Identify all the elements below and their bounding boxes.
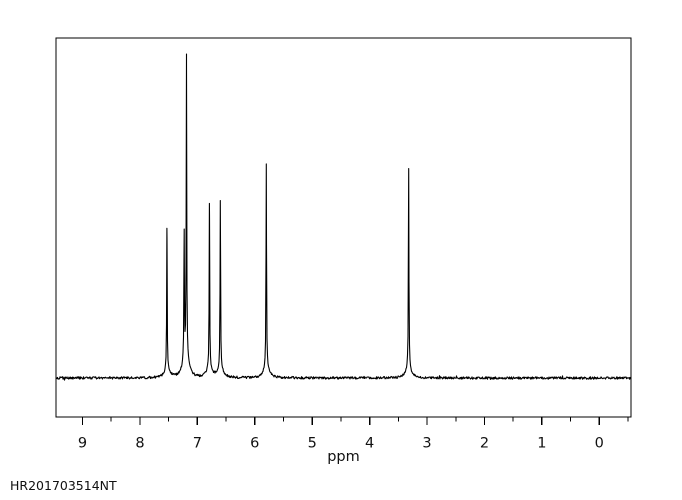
x-axis-tick-labels: 9 8 7 6 5 4 3 2 1 0 xyxy=(78,436,604,452)
x-axis-label: ppm xyxy=(327,449,360,465)
spectrum-id-label: HR201703514NT xyxy=(10,478,117,493)
spectrum-trace xyxy=(55,53,632,381)
x-tick-label: 3 xyxy=(422,436,431,452)
x-tick-label: 8 xyxy=(135,436,144,452)
x-tick-label: 7 xyxy=(193,436,202,452)
x-axis-ticks xyxy=(81,417,629,425)
x-tick-label: 6 xyxy=(250,436,259,452)
x-tick-label: 5 xyxy=(308,436,317,452)
x-tick-label: 4 xyxy=(365,436,374,452)
x-tick-label: 1 xyxy=(537,436,546,452)
x-tick-label: 9 xyxy=(78,436,87,452)
x-tick-label: 0 xyxy=(595,436,604,452)
x-tick-label: 2 xyxy=(480,436,489,452)
plot-border xyxy=(55,37,632,418)
